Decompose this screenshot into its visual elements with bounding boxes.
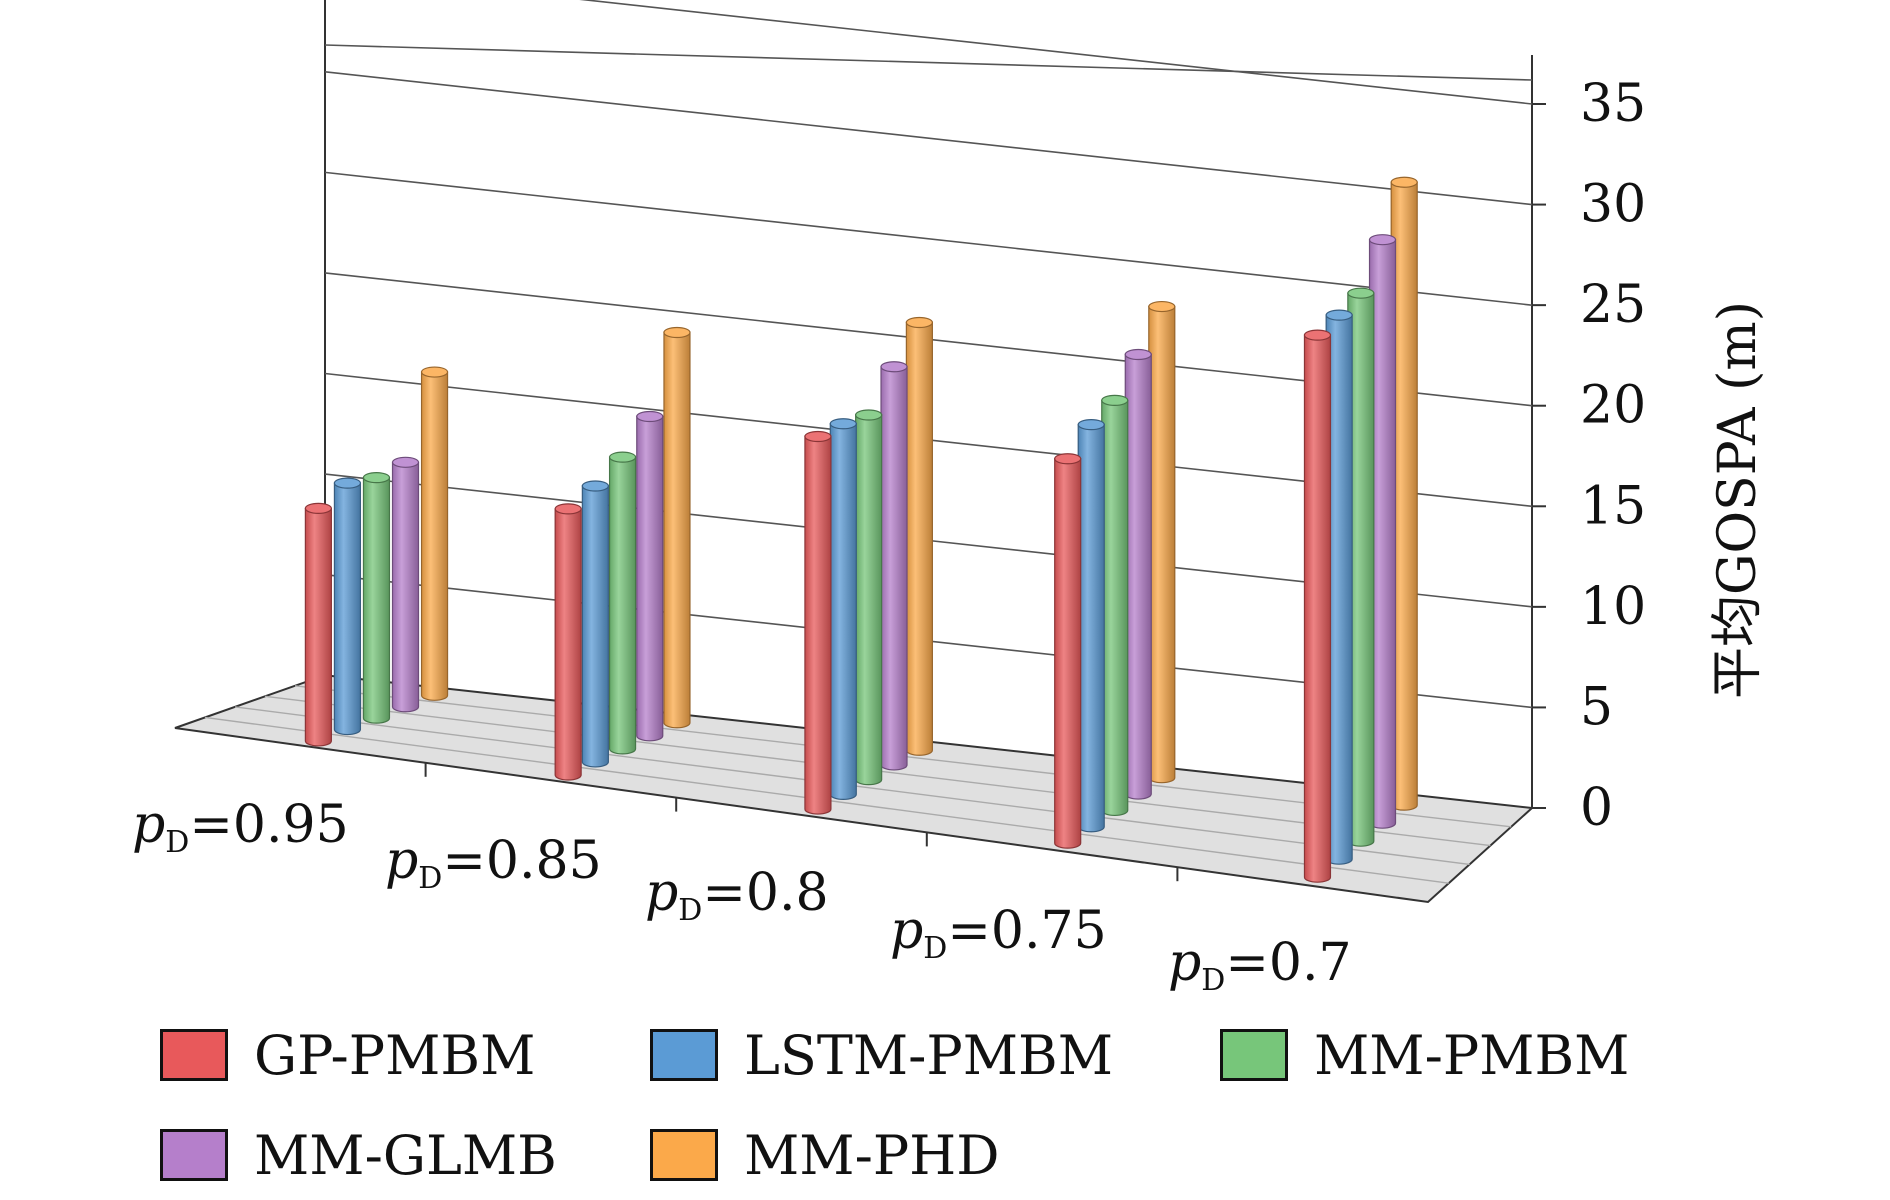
- legend-item: GP-PMBM: [160, 1020, 535, 1090]
- y-tick-label: 10: [1580, 577, 1646, 637]
- y-axis-label: 平均GOSPA (m): [1708, 301, 1768, 699]
- y-tick-label: 5: [1580, 677, 1613, 737]
- legend-swatch: [650, 1029, 718, 1081]
- legend-item: MM-PMBM: [1220, 1020, 1629, 1090]
- bar: [1347, 287, 1375, 847]
- y-tick-label: 25: [1580, 275, 1646, 335]
- bar: [420, 366, 449, 701]
- bar: [880, 361, 908, 771]
- gridline: [324, 44, 1533, 81]
- legend-label: MM-PHD: [744, 1123, 1000, 1187]
- legend-swatch: [1220, 1029, 1288, 1081]
- gridline: [324, 71, 1533, 206]
- legend-swatch: [650, 1129, 718, 1181]
- gridline: [579, 0, 1533, 105]
- gridline: [324, 171, 1533, 306]
- legend-item: MM-PHD: [650, 1120, 1000, 1190]
- legend-label: GP-PMBM: [254, 1023, 536, 1087]
- legend-swatch: [160, 1129, 228, 1181]
- bar: [1148, 300, 1176, 784]
- bars: [304, 176, 1418, 883]
- legend: GP-PMBM LSTM-PMBM MM-PMBM MM-GLMB MM-PHD: [160, 1020, 1720, 1200]
- bar: [608, 451, 637, 755]
- bar: [1303, 329, 1332, 883]
- x-axis-categories: pD=0.95 pD=0.85 pD=0.8 pD=0.75 pD=0.7: [132, 795, 1352, 998]
- bar: [804, 430, 832, 815]
- bar: [1390, 176, 1418, 811]
- bar: [855, 409, 883, 786]
- y-axis-ticks: 0 5 10 15 20 25 30 35: [1532, 74, 1646, 838]
- bar: [554, 503, 582, 781]
- y-tick-label: 35: [1580, 74, 1646, 134]
- y-tick-label: 15: [1580, 476, 1646, 536]
- x-category-label: pD=0.7: [1168, 933, 1352, 998]
- bar: [663, 326, 691, 729]
- bar: [905, 316, 933, 756]
- bar: [581, 480, 609, 768]
- x-category-label: pD=0.75: [890, 901, 1107, 966]
- bar: [362, 472, 391, 724]
- y-tick-label: 30: [1580, 175, 1646, 235]
- bar: [1101, 394, 1129, 817]
- x-category-label: pD=0.8: [645, 863, 829, 928]
- y-tick-label: 0: [1580, 778, 1613, 838]
- x-category-label: pD=0.85: [385, 831, 602, 896]
- bar: [829, 418, 857, 800]
- legend-item: MM-GLMB: [160, 1120, 557, 1190]
- bar: [304, 502, 332, 747]
- legend-label: MM-PMBM: [1314, 1023, 1630, 1087]
- x-category-label: pD=0.95: [132, 795, 349, 860]
- bar: [1077, 419, 1105, 833]
- bar: [1124, 348, 1152, 800]
- bar: [333, 477, 362, 736]
- legend-label: MM-GLMB: [254, 1123, 557, 1187]
- bar: [391, 456, 420, 713]
- legend-swatch: [160, 1029, 228, 1081]
- bar: [1054, 453, 1082, 849]
- legend-item: LSTM-PMBM: [650, 1020, 1113, 1090]
- y-tick-label: 20: [1580, 376, 1646, 436]
- bar: [636, 410, 664, 742]
- legend-label: LSTM-PMBM: [744, 1023, 1114, 1087]
